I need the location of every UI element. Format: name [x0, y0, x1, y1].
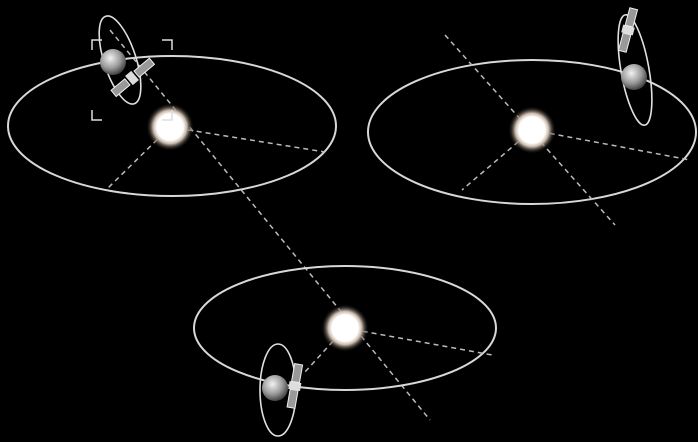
sun [508, 106, 556, 154]
satellite-orbit [617, 13, 653, 127]
orbit [367, 59, 697, 205]
radius-line [107, 126, 171, 189]
orbit [7, 55, 337, 197]
planet [100, 49, 126, 75]
satellite [617, 7, 639, 53]
sun [146, 103, 194, 151]
planet [621, 64, 647, 90]
scene-2 [367, 7, 697, 226]
satellite [286, 363, 304, 409]
scene-1 [7, 15, 337, 197]
radius-line [169, 126, 326, 153]
radius-line [461, 129, 533, 191]
orbit [193, 265, 497, 391]
scene-3 [193, 265, 497, 437]
radius-line [344, 327, 493, 356]
planet [262, 375, 288, 401]
sun [321, 304, 369, 352]
alignment-line [109, 29, 431, 421]
satellite [110, 57, 156, 98]
selection-box [91, 39, 173, 121]
